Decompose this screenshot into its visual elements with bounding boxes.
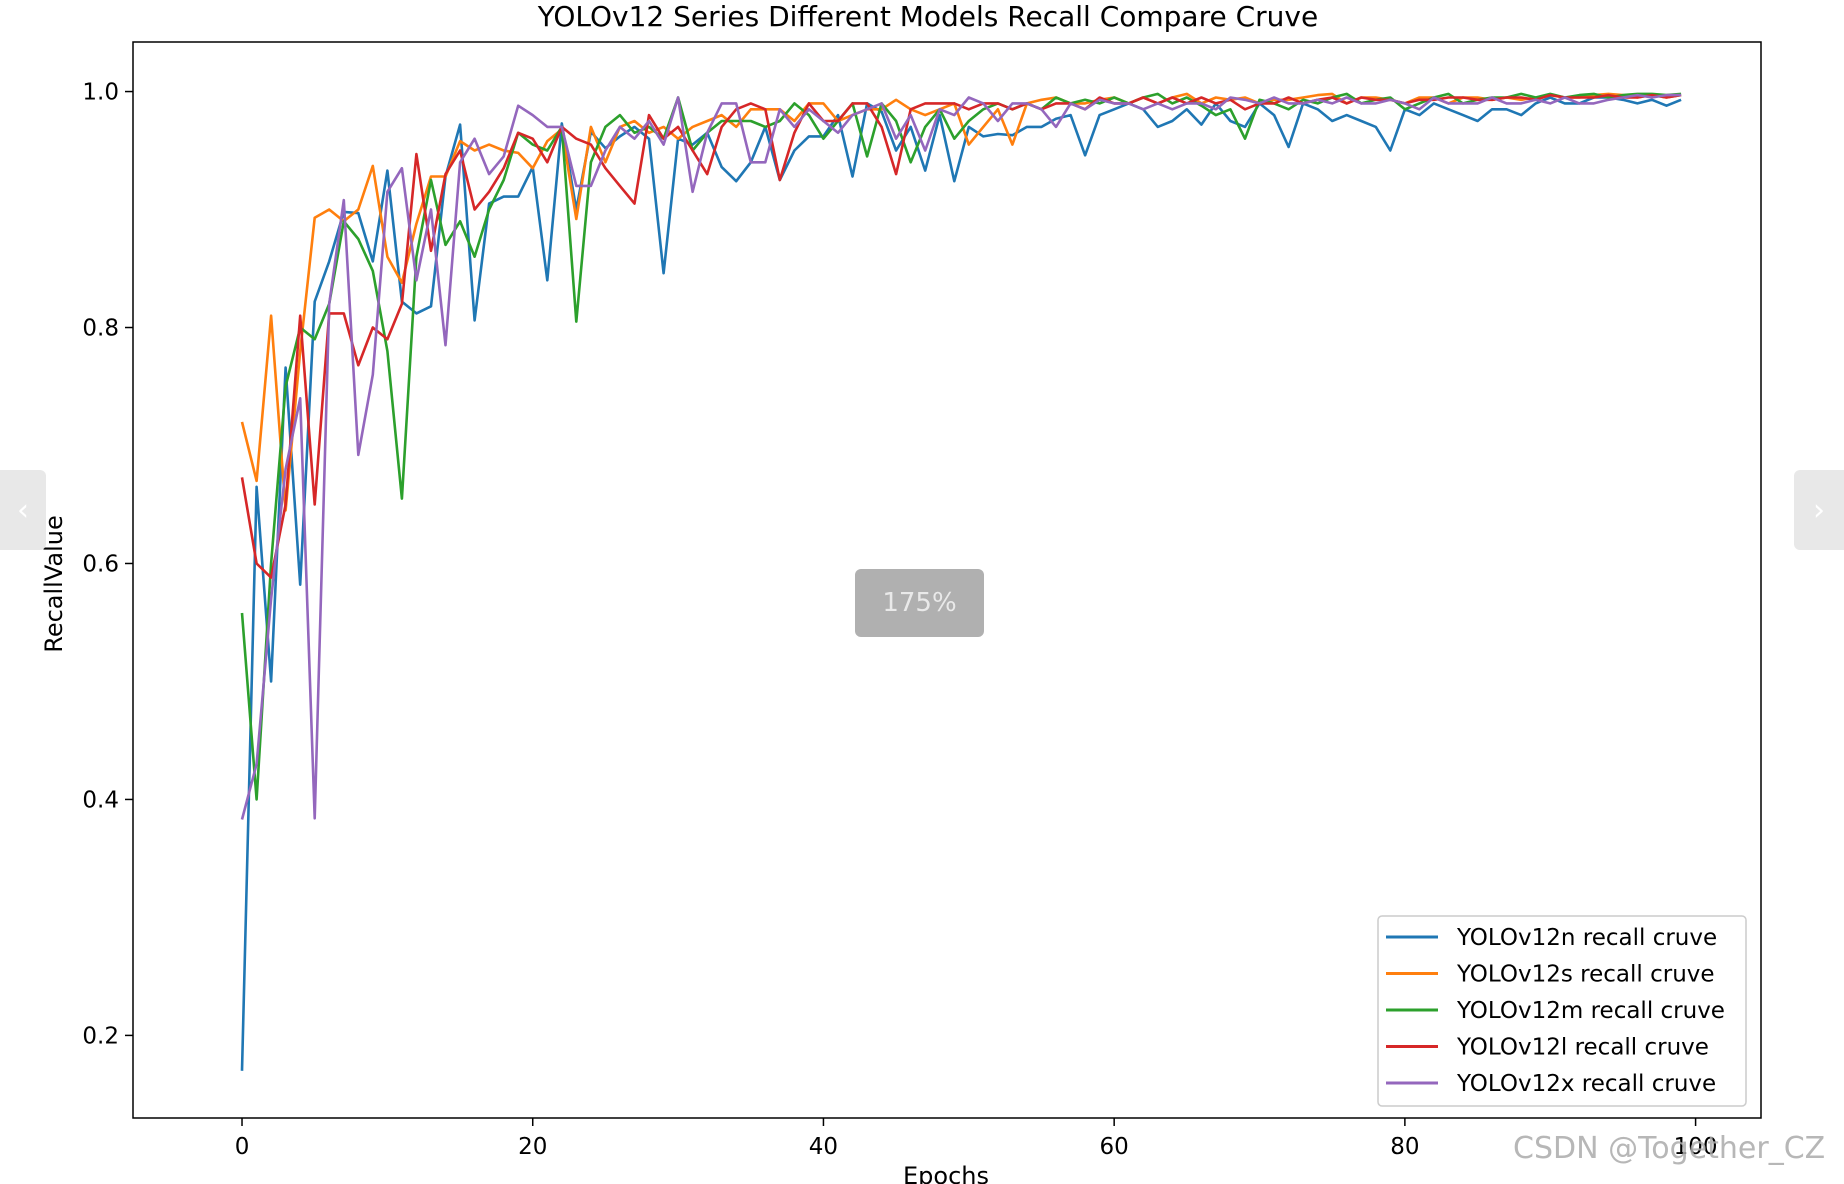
x-tick-label: 60	[1100, 1134, 1129, 1160]
series-line-1	[240, 96, 1682, 1071]
x-axis-ticks: 0 20 40 60 80 100	[235, 1118, 1718, 1160]
legend: YOLOv12n recall cruve YOLOv12s recall cru…	[1377, 915, 1747, 1107]
y-tick-label: 0.2	[82, 1023, 119, 1049]
y-tick-label: 0.6	[82, 551, 119, 577]
y-axis-ticks: 0.2 0.4 0.6 0.8 1.0	[82, 80, 133, 1049]
x-axis-label: Epochs	[903, 1162, 989, 1184]
x-tick-label: 0	[235, 1134, 250, 1160]
legend-label: YOLOv12x recall cruve	[1456, 1071, 1716, 1097]
legend-label: YOLOv12n recall cruve	[1456, 925, 1717, 951]
series-line-3	[240, 92, 1682, 801]
legend-label: YOLOv12l recall cruve	[1456, 1035, 1709, 1061]
x-tick-label: 100	[1674, 1134, 1718, 1160]
legend-label: YOLOv12m recall cruve	[1456, 998, 1725, 1024]
previous-image-button[interactable]: ‹	[0, 470, 46, 550]
chevron-left-icon: ‹	[17, 492, 29, 528]
zoom-level-badge: 175%	[855, 569, 984, 637]
next-image-button[interactable]: ›	[1794, 470, 1844, 550]
chevron-right-icon: ›	[1813, 492, 1825, 528]
series-line-5	[240, 93, 1682, 820]
y-tick-label: 1.0	[82, 80, 119, 106]
legend-items: YOLOv12n recall cruve YOLOv12s recall cru…	[1386, 925, 1725, 1097]
x-tick-label: 80	[1390, 1134, 1419, 1160]
y-tick-label: 0.8	[82, 316, 119, 342]
watermark-text: CSDN @Together_CZ	[1513, 1131, 1826, 1166]
legend-label: YOLOv12s recall cruve	[1456, 962, 1715, 988]
x-tick-label: 20	[518, 1134, 547, 1160]
y-tick-label: 0.4	[82, 787, 119, 813]
legend-box	[1377, 915, 1747, 1107]
plot-area-frame	[132, 41, 1762, 1119]
chart-title: YOLOv12 Series Different Models Recall C…	[537, 0, 1318, 33]
x-tick-label: 40	[809, 1134, 838, 1160]
series-layer	[240, 92, 1682, 1071]
series-line-4	[240, 93, 1682, 579]
